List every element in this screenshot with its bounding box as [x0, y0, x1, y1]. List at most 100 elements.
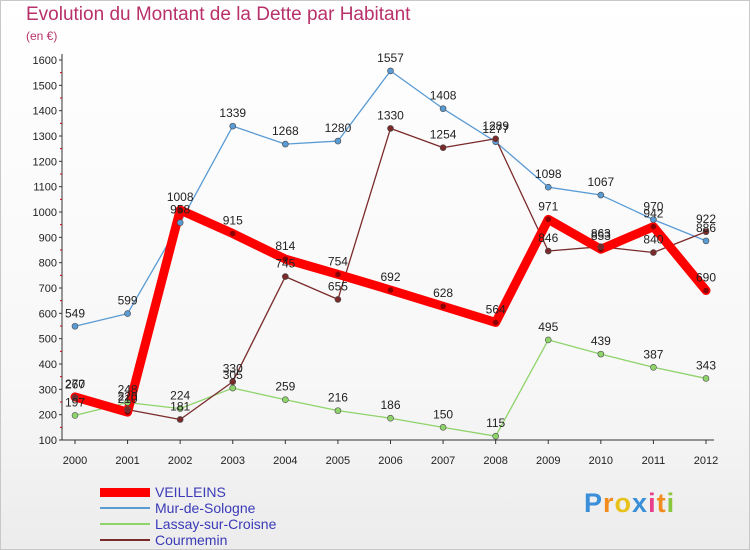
data-label-0-2: 1008	[167, 190, 194, 204]
data-point-2-5	[334, 407, 342, 414]
data-point-1-7	[439, 105, 447, 112]
data-point-2-8	[492, 432, 499, 440]
data-label-3-9: 846	[538, 231, 558, 245]
data-point-3-2	[176, 416, 184, 423]
data-point-0-8	[492, 319, 499, 326]
data-point-3-3	[229, 378, 237, 386]
x-tick-label: 2002	[168, 455, 192, 467]
data-label-0-10: 853	[591, 229, 611, 243]
data-label-1-0: 549	[65, 306, 85, 320]
y-tick-label: 1500	[33, 80, 57, 92]
data-label-0-5: 754	[328, 254, 348, 268]
logo-letter: t	[656, 488, 667, 518]
y-tick-label: 1000	[33, 207, 57, 219]
legend-label-2: Lassay-sur-Croisne	[155, 516, 277, 532]
y-tick-label: 700	[39, 283, 57, 295]
data-label-2-5: 216	[328, 391, 348, 405]
data-point-3-5	[334, 296, 342, 303]
data-point-0-11	[650, 223, 657, 230]
data-point-2-6	[387, 414, 394, 422]
data-label-0-8: 564	[486, 302, 506, 316]
legend-label-0: VEILLEINS	[155, 484, 226, 500]
data-label-1-6: 1557	[377, 51, 404, 65]
data-point-1-1	[124, 310, 131, 317]
data-point-2-4	[282, 396, 289, 404]
y-tick-label: 400	[39, 359, 57, 371]
data-point-2-9	[544, 336, 552, 344]
x-tick-label: 2007	[431, 455, 455, 467]
legend-label-3: Courmemin	[155, 532, 228, 548]
data-label-1-1: 599	[118, 294, 138, 308]
data-point-3-12	[702, 228, 710, 236]
data-point-0-6	[387, 287, 394, 293]
data-point-2-12	[702, 375, 710, 382]
data-label-3-12: 922	[696, 212, 716, 226]
data-point-3-8	[492, 135, 499, 143]
legend-swatch-1	[100, 507, 150, 509]
proxiti-logo: Proxiti	[584, 488, 675, 519]
data-label-3-4: 745	[275, 257, 295, 271]
x-tick-label: 2004	[273, 455, 297, 467]
data-label-0-12: 690	[696, 271, 716, 285]
data-label-2-1: 248	[118, 383, 138, 397]
data-point-1-10	[597, 191, 605, 199]
axes: 100 200 300 400 500 600 700 800 900 1000 1100 1200 1…	[33, 54, 718, 467]
data-label-2-6: 186	[380, 398, 400, 412]
x-tick-label: 2012	[694, 455, 718, 467]
y-tick-label: 500	[39, 334, 57, 346]
data-point-1-9	[544, 183, 552, 191]
data-point-0-9	[545, 216, 552, 223]
data-point-0-12	[703, 287, 709, 294]
logo-letter: r	[603, 488, 615, 518]
x-tick-label: 2006	[378, 455, 402, 467]
data-label-3-2: 181	[170, 399, 190, 413]
x-tick-label: 2005	[326, 455, 350, 467]
data-labels: 270 210 1008 915 814 754 692 628 564 971 853 942 690…	[65, 51, 716, 430]
data-label-1-8: 1277	[482, 122, 509, 136]
data-label-3-11: 840	[643, 233, 663, 247]
x-tick-label: 2003	[221, 455, 245, 467]
chart-unit: (en €)	[26, 29, 58, 43]
logo-letter: i	[648, 488, 657, 518]
y-tick-label: 100	[39, 435, 57, 447]
y-tick-label: 600	[39, 308, 57, 320]
data-point-2-3	[229, 384, 237, 392]
legend-item-1: Mur-de-Sologne	[100, 500, 276, 516]
data-point-2-2	[176, 405, 184, 412]
data-point-1-6	[387, 67, 394, 75]
data-point-1-12	[702, 237, 710, 245]
data-label-0-6: 692	[380, 270, 400, 284]
data-label-1-5: 1280	[325, 121, 352, 135]
y-tick-label: 1100	[33, 182, 57, 194]
legend: VEILLEINS Mur-de-Sologne Lassay-sur-Croisn…	[100, 484, 276, 548]
x-tick-label: 2009	[536, 455, 560, 467]
data-label-3-7: 1254	[430, 128, 457, 142]
data-label-3-6: 1330	[377, 108, 404, 122]
data-point-3-6	[387, 125, 394, 132]
y-tick-label: 1300	[33, 131, 57, 143]
x-tick-label: 2010	[589, 455, 613, 467]
data-label-2-9: 495	[538, 320, 558, 334]
data-point-0-2	[177, 207, 183, 213]
data-label-0-0: 270	[65, 377, 85, 391]
legend-swatch-2	[100, 523, 150, 525]
legend-item-2: Lassay-sur-Croisne	[100, 516, 276, 532]
y-tick-label: 300	[39, 384, 57, 396]
data-label-3-0: 267	[65, 378, 85, 392]
y-tick-label: 800	[39, 258, 57, 270]
data-label-1-9: 1098	[535, 167, 562, 181]
data-label-3-8: 1289	[482, 119, 509, 133]
data-label-0-7: 628	[433, 286, 453, 300]
logo-letter: x	[632, 488, 649, 518]
data-point-0-4	[282, 256, 289, 262]
data-point-3-4	[282, 273, 289, 280]
data-label-2-4: 259	[275, 380, 295, 394]
data-label-2-2: 224	[170, 389, 190, 403]
x-tick-label: 2001	[115, 455, 139, 467]
data-label-1-4: 1268	[272, 124, 299, 138]
data-label-2-0: 197	[65, 395, 85, 409]
legend-item-3: Courmemin	[100, 532, 276, 548]
x-tick-label: 2000	[63, 455, 87, 467]
legend-swatch-3	[100, 539, 150, 541]
